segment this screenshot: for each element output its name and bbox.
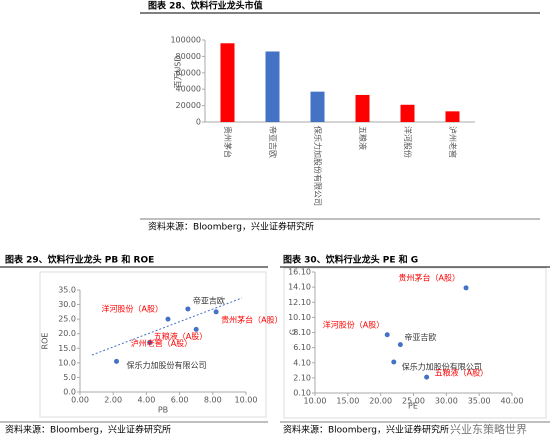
point-label: 贵州茅台（A股） [221, 314, 282, 324]
chart-title: 图表 29、饮料行业龙头 PB 和 ROE [5, 254, 154, 266]
y-tick-label: 35.0 [58, 286, 76, 295]
y-tick-label: 10.0 [58, 358, 76, 367]
point [463, 285, 469, 291]
y-tick-label: 6.10 [293, 343, 311, 352]
point-label: 贵州茅台（A股） [399, 272, 460, 282]
y-tick-label: 12.10 [288, 298, 311, 307]
x-tick-label: 0.00 [71, 396, 89, 405]
x-tick-label: 20.00 [369, 397, 392, 406]
x-tick-label: 贵州茅台 [223, 126, 233, 158]
point-label: 泸州老窖（A股） [131, 338, 192, 348]
x-tick-label: 8.00 [204, 396, 222, 405]
x-axis-label: PE [408, 402, 418, 411]
y-tick-label: 8.10 [293, 328, 311, 337]
x-tick-label: 2.00 [104, 396, 122, 405]
x-tick-label: 泸州老窖 [448, 126, 458, 158]
y-tick-label: 30.0 [58, 300, 76, 309]
y-tick-label: 80000 [176, 52, 201, 61]
y-tick-label: 25.0 [58, 315, 76, 324]
x-tick-label: 15.00 [336, 397, 359, 406]
y-tick-label: 20000 [176, 101, 201, 110]
bar [220, 43, 235, 122]
source: 资料来源：Bloomberg，兴业证券研究所 [283, 424, 449, 436]
y-tick-label: 4.10 [293, 358, 311, 367]
point-label: 洋河股份（A股） [101, 304, 162, 314]
y-tick-label: 20.0 [58, 329, 76, 338]
y-tick-label: 0.10 [293, 389, 311, 398]
point [165, 316, 171, 322]
y-tick-label: 14.10 [288, 283, 311, 292]
y-tick-label: 40000 [176, 85, 201, 94]
y-tick-label: 10.10 [288, 313, 311, 322]
x-tick-label: 洋河股份 [403, 126, 413, 158]
source: 资料来源：Bloomberg，兴业证券研究所 [148, 221, 314, 233]
point [147, 339, 153, 345]
point [213, 309, 219, 315]
bar [445, 111, 460, 122]
point [114, 358, 120, 364]
y-tick-label: 16.10 [288, 268, 311, 277]
point-label: 保乐力加股份有限公司 [127, 360, 207, 370]
point [397, 342, 403, 348]
y-tick-label: 100000 [170, 36, 201, 45]
point-label: 保乐力加股份有限公司 [402, 361, 482, 371]
chart-title: 图表 30、饮料行业龙头 PE 和 G [283, 254, 418, 266]
y-tick-label: 2.10 [293, 373, 311, 382]
trendline [91, 297, 243, 356]
bar [310, 91, 325, 122]
x-tick-label: 保乐力加股份有限公司 [313, 126, 323, 206]
chart-frame [283, 267, 547, 419]
x-axis-label: PB [158, 406, 168, 415]
x-tick-label: 4.00 [137, 396, 155, 405]
y-axis-label: 百万USD [174, 55, 183, 88]
y-tick-label: 0.0 [63, 388, 76, 397]
x-tick-label: 帝亚吉欧 [268, 126, 278, 158]
point [391, 359, 397, 365]
bar [400, 104, 415, 122]
point [384, 332, 390, 338]
point [193, 326, 199, 332]
x-tick-label: 40.00 [501, 397, 524, 406]
point-label: 洋河股份（A股） [323, 319, 384, 329]
source: 资料来源：Bloomberg，兴业证券研究所 [5, 424, 171, 436]
y-tick-label: 0 [196, 118, 201, 127]
x-tick-label: 25.00 [402, 397, 425, 406]
x-tick-label: 6.00 [171, 396, 189, 405]
x-tick-label: 10.00 [235, 396, 258, 405]
point [185, 306, 191, 312]
y-tick-label: 5.0 [63, 373, 76, 382]
bar [265, 51, 280, 123]
y-tick-label: 15.0 [58, 344, 76, 353]
point-label: 五粮液（A股） [435, 368, 488, 378]
point [424, 374, 430, 380]
x-tick-label: 10.00 [304, 397, 327, 406]
x-tick-label: 35.00 [468, 397, 491, 406]
x-tick-label: 五粮液 [358, 126, 368, 150]
y-axis-label: G [289, 329, 298, 335]
point-label: 帝亚吉欧 [193, 295, 225, 305]
y-axis-label: ROE [41, 333, 50, 350]
chart-title: 图表 28、饮料行业龙头市值 [148, 0, 263, 12]
point-label: 五粮液（A股） [154, 331, 207, 341]
watermark: 兴业东策略世界 [450, 422, 527, 436]
chart-frame [39, 271, 267, 418]
bar [355, 94, 370, 122]
point-label: 帝亚吉欧 [404, 332, 436, 342]
x-tick-label: 30.00 [435, 397, 458, 406]
y-tick-label: 60000 [176, 68, 201, 77]
